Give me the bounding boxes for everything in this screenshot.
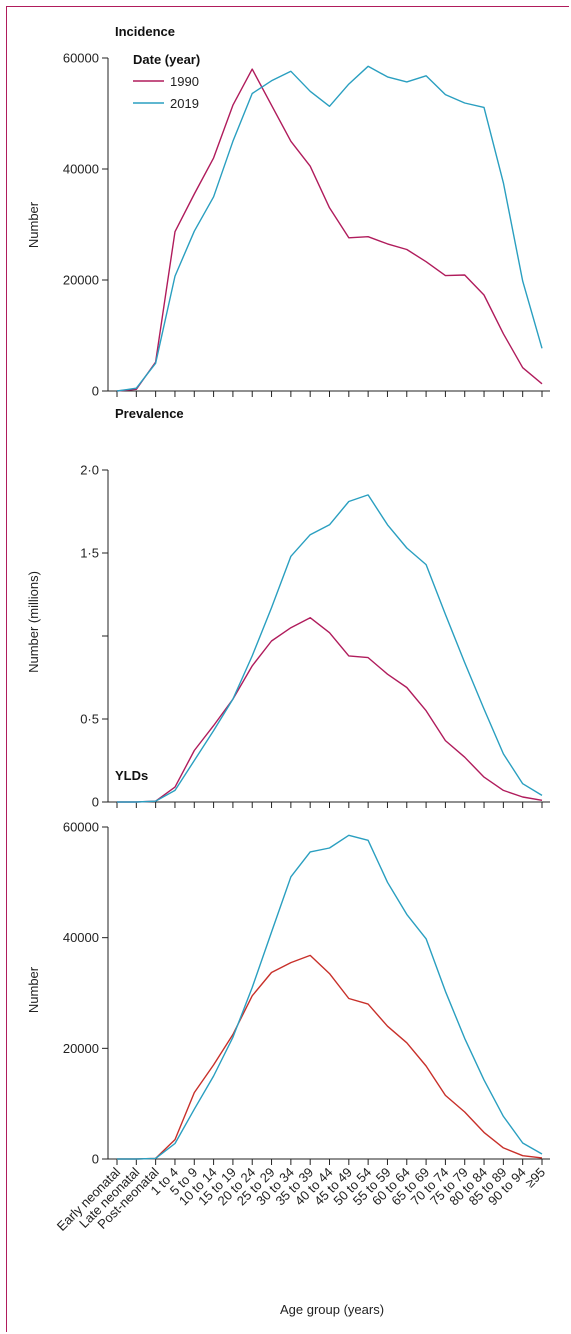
- prevalence-title: Prevalence: [115, 406, 184, 421]
- legend-label-2019: 2019: [170, 96, 199, 111]
- legend-label-1990: 1990: [170, 74, 199, 89]
- prevalence-y-tick-label: 0: [92, 795, 99, 810]
- prevalence-series-line-1990: [117, 617, 543, 803]
- legend: Date (year) 1990 2019: [133, 52, 200, 111]
- prevalence-y-tick-label: 1·5: [80, 546, 99, 561]
- prevalence-y-axis-label: Number (millions): [26, 571, 41, 673]
- ylds-y-tick-label: 20000: [63, 1041, 99, 1056]
- incidence-y-axis-label: Number: [26, 201, 41, 248]
- incidence-y-tick-label: 20000: [63, 273, 99, 288]
- ylds-y-tick-label: 40000: [63, 930, 99, 945]
- ylds-y-axis-label: Number: [26, 966, 41, 1013]
- incidence-y-tick-label: 60000: [63, 51, 99, 66]
- incidence-series-line-1990: [116, 68, 543, 392]
- incidence-panel: Incidence Number 0 20000 40000 60000: [26, 24, 550, 399]
- prevalence-panel: Prevalence Number (millions) 0 0·5 1·5 2·0: [26, 406, 550, 810]
- ylds-title: YLDs: [115, 768, 148, 783]
- incidence-y-tick-label: 0: [92, 384, 99, 399]
- ylds-series-line-2019: [117, 834, 543, 1160]
- figure-frame: [6, 6, 569, 1332]
- incidence-y-tick-label: 40000: [63, 162, 99, 177]
- incidence-title: Incidence: [115, 24, 175, 39]
- x-tick-label: ≥95: [522, 1165, 548, 1191]
- ylds-series-line-1990: [117, 954, 543, 1160]
- prevalence-series-line-2019: [117, 494, 543, 803]
- x-axis-label: Age group (years): [280, 1302, 384, 1317]
- prevalence-y-tick-label: 0·5: [80, 712, 99, 727]
- prevalence-y-tick-label: 2·0: [80, 463, 99, 478]
- ylds-y-tick-label: 0: [92, 1152, 99, 1167]
- ylds-y-tick-label: 60000: [63, 820, 99, 835]
- incidence-series-line-2019: [116, 65, 543, 392]
- legend-title: Date (year): [133, 52, 200, 67]
